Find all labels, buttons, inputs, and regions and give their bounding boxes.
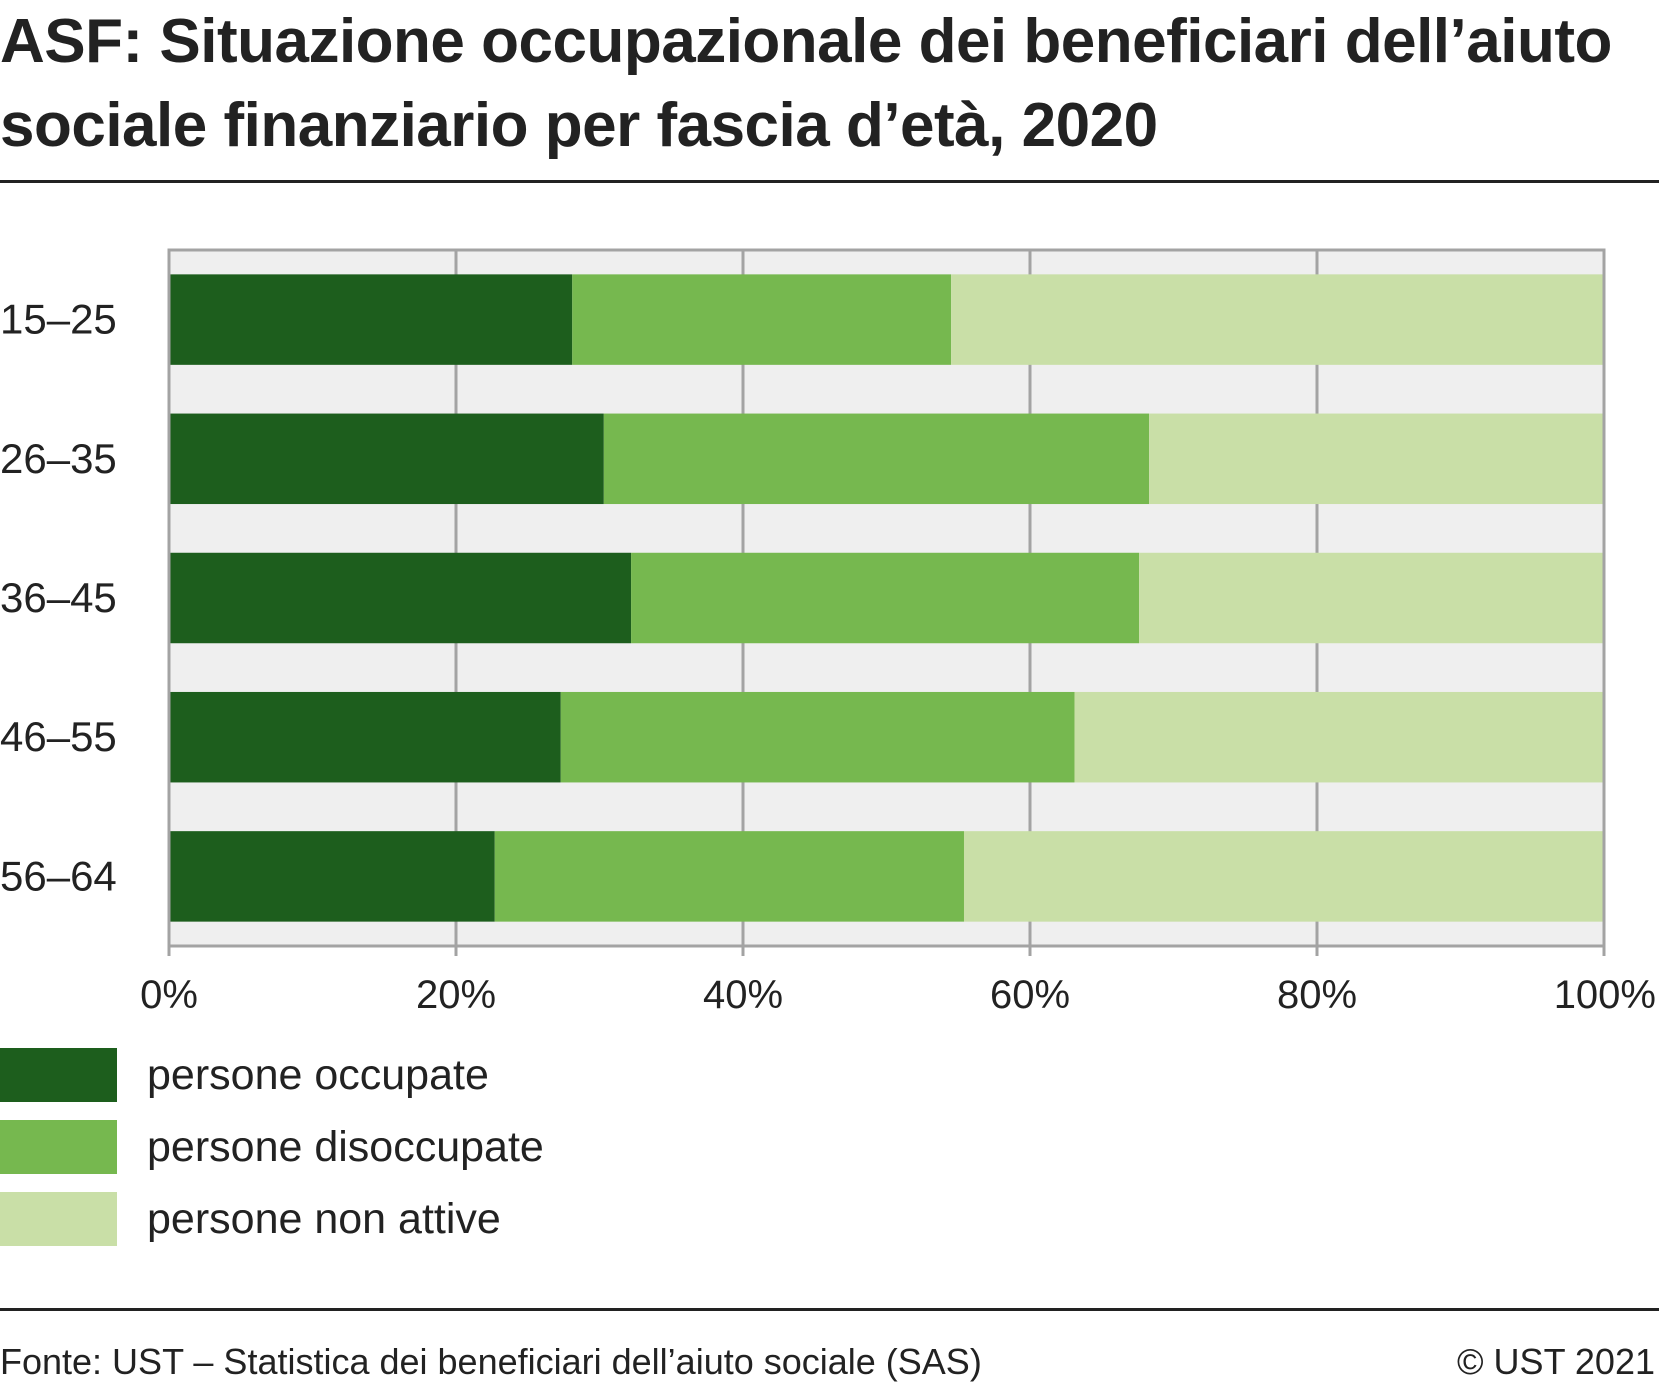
- legend-swatch-persone-disoccupate: [0, 1120, 117, 1174]
- x-tick-label: 100%: [1554, 973, 1656, 1017]
- legend-swatch-persone-occupate: [0, 1048, 117, 1102]
- legend-label-persone-disoccupate: persone disoccupate: [147, 1123, 544, 1171]
- legend-item-persone-occupate: persone occupate: [0, 1048, 700, 1102]
- y-category-label: 36–45: [0, 574, 117, 621]
- x-tick-label: 60%: [990, 973, 1070, 1017]
- chart-title: ASF: Situazione occupazionale dei benefi…: [0, 7, 1612, 160]
- plot-border: [167, 248, 1606, 948]
- y-category-label: 15–25: [0, 296, 117, 343]
- y-category-label: 56–64: [0, 852, 117, 899]
- y-axis-labels: 15–25 26–35 36–45 46–55 56–64: [0, 296, 117, 900]
- bar-persone-disoccupate-56-64: [494, 831, 964, 922]
- bar-persone-non-attive-26-35: [1149, 413, 1604, 505]
- legend-item-persone-disoccupate: persone disoccupate: [0, 1120, 700, 1174]
- x-axis-labels: 0% 20% 40% 60% 80% 100%: [140, 973, 1656, 1017]
- legend-label-persone-occupate: persone occupate: [147, 1051, 489, 1099]
- legend-swatch-persone-non-attive: [0, 1192, 117, 1246]
- copyright: © UST 2021: [1457, 1341, 1655, 1382]
- bar-persone-disoccupate-15-25: [572, 274, 952, 365]
- bars: [169, 274, 1604, 922]
- stacked-bar-chart: 15–25 26–35 36–45 46–55 56–64 0% 20% 40% 60% 80%…: [0, 248, 1656, 1017]
- x-tick-label: 40%: [703, 973, 783, 1017]
- bar-persone-disoccupate-26-35: [603, 413, 1150, 505]
- bar-persone-disoccupate-36-45: [631, 552, 1140, 644]
- legend-item-persone-non-attive: persone non attive: [0, 1192, 700, 1246]
- bar-persone-occupate-36-45: [169, 552, 632, 644]
- x-tick-label: 20%: [416, 973, 496, 1017]
- plot-frame: [167, 248, 1606, 948]
- bar-persone-non-attive-56-64: [963, 831, 1604, 922]
- bar-persone-disoccupate-46-55: [560, 691, 1075, 783]
- y-category-label: 26–35: [0, 435, 117, 482]
- x-tick-label: 0%: [140, 973, 198, 1017]
- bar-persone-occupate-46-55: [169, 691, 561, 783]
- bar-persone-non-attive-46-55: [1074, 691, 1604, 783]
- bar-persone-non-attive-36-45: [1139, 552, 1604, 644]
- source-note: Fonte: UST – Statistica dei beneficiari …: [0, 1341, 982, 1382]
- bar-persone-occupate-56-64: [169, 831, 495, 922]
- bar-persone-occupate-26-35: [169, 413, 604, 505]
- footer-rule: [0, 1308, 1659, 1311]
- legend-label-persone-non-attive: persone non attive: [147, 1195, 501, 1243]
- x-tick-label: 80%: [1277, 973, 1357, 1017]
- bar-persone-occupate-15-25: [169, 274, 573, 365]
- title-rule: [0, 180, 1659, 183]
- bar-persone-non-attive-15-25: [951, 274, 1604, 365]
- y-category-label: 46–55: [0, 713, 117, 760]
